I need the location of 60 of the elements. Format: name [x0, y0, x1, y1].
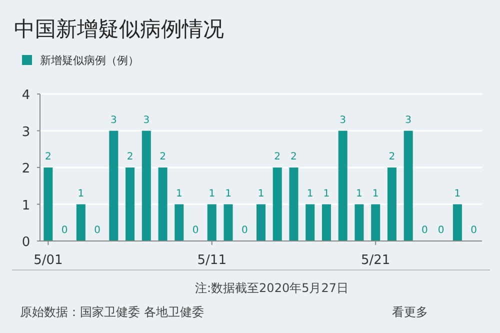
data-label: 2 — [126, 152, 134, 162]
bar — [126, 168, 135, 241]
data-label: 1 — [306, 188, 314, 200]
y-tick-label: 3 — [22, 124, 30, 140]
data-label: 1 — [78, 188, 84, 200]
data-label: 2 — [388, 152, 396, 162]
legend-label: 新增疑似病例（例） — [40, 54, 139, 67]
bar — [371, 204, 380, 241]
bar — [289, 168, 298, 241]
bar — [224, 204, 233, 241]
y-tick-label: 0 — [22, 235, 30, 250]
bar — [387, 168, 396, 241]
data-label: 1 — [176, 188, 182, 200]
data-label: 0 — [94, 225, 100, 236]
bar — [306, 204, 315, 241]
bar — [322, 204, 331, 241]
bar — [354, 204, 364, 241]
data-label: 1 — [323, 188, 330, 200]
y-tick-label: 2 — [22, 162, 30, 176]
x-tick-label: 5/11 — [197, 253, 226, 268]
data-label: 1 — [208, 188, 216, 200]
y-tick-label: 1 — [22, 198, 30, 214]
bar — [272, 168, 282, 241]
data-label: 1 — [225, 188, 232, 200]
bar — [76, 204, 86, 241]
data-label: 3 — [110, 114, 117, 126]
x-tick-label: 5/01 — [34, 253, 63, 268]
text: 看更多 — [392, 305, 428, 319]
bar — [207, 204, 216, 241]
data-label: 3 — [405, 114, 412, 126]
data-label: 2 — [290, 152, 297, 162]
data-label: 0 — [438, 225, 444, 236]
data-label: 0 — [241, 225, 248, 236]
bar — [452, 204, 462, 241]
data-label: 0 — [422, 225, 428, 236]
data-label: 0 — [192, 225, 199, 236]
bar — [404, 130, 413, 241]
x-tick-label: 5/21 — [360, 253, 390, 268]
data-label: 3 — [143, 114, 150, 126]
bar — [142, 130, 151, 241]
text: 注:数据截至2020年5月27日 — [195, 281, 348, 295]
chart-title: 中国新增疑似病例情况 — [14, 17, 224, 41]
y-tick-label: 4 — [22, 88, 30, 103]
data-label: 1 — [372, 188, 379, 200]
data-label: 1 — [356, 188, 362, 200]
bar — [256, 204, 266, 241]
data-label: 2 — [45, 152, 52, 162]
bar — [158, 168, 168, 241]
data-label: 0 — [470, 225, 477, 236]
bar — [174, 204, 184, 241]
data-label: 1 — [258, 188, 264, 200]
bar — [109, 130, 118, 241]
text: 原始数据：国家卫健委 各地卫健委 — [20, 305, 204, 319]
data-label: 3 — [340, 114, 346, 126]
bar — [44, 168, 53, 241]
data-label: 0 — [61, 225, 68, 236]
data-label: 2 — [274, 152, 281, 162]
bar — [338, 130, 348, 241]
data-label: 1 — [454, 188, 461, 200]
data-label: 2 — [160, 152, 166, 162]
